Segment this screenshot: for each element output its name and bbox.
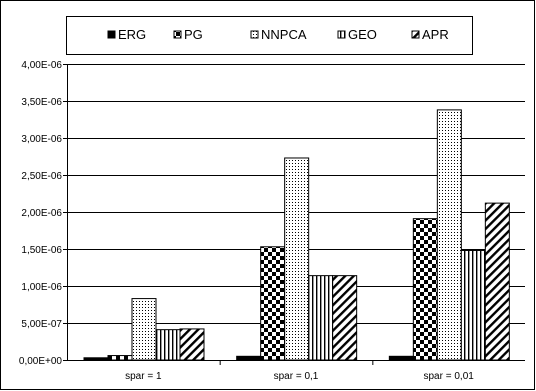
- x-category-label: spar = 0,1: [274, 371, 319, 382]
- legend-label-pg: PG: [184, 27, 203, 42]
- bar-erg-1: [236, 355, 262, 361]
- bar-pg-2: [412, 218, 438, 361]
- legend-label-erg: ERG: [118, 27, 146, 42]
- bar-pg-0: [107, 355, 133, 361]
- y-tick-label: 3,00E-06: [21, 134, 62, 145]
- y-tick-label: 2,50E-06: [21, 171, 62, 182]
- legend-swatch-pg: [173, 30, 182, 39]
- x-category-label: spar = 1: [125, 371, 162, 382]
- y-tick-label: 2,00E-06: [21, 208, 62, 219]
- bar-pg-1: [260, 246, 286, 361]
- legend-label-nnpca: NNPCA: [261, 27, 307, 42]
- y-tick-label: 1,00E-06: [21, 282, 62, 293]
- bar-geo-0: [155, 329, 181, 361]
- y-tick-label: 3,50E-06: [21, 97, 62, 108]
- bar-apr-0: [179, 328, 205, 361]
- y-axis-ticks: 0,00E+00 5,00E-07 1,00E-06 1,50E-06 2,00E-06…: [19, 60, 67, 367]
- bar-apr-1: [332, 275, 358, 361]
- bar-nnpca-0: [131, 298, 157, 361]
- bar-geo-1: [308, 275, 334, 361]
- bar-erg-0: [83, 357, 109, 361]
- y-tick-label: 5,00E-07: [21, 319, 62, 330]
- bar-nnpca-2: [436, 109, 462, 361]
- y-tick-label: 4,00E-06: [21, 60, 62, 71]
- axes: [67, 64, 525, 361]
- legend-label-geo: GEO: [348, 27, 377, 42]
- y-tick-label: 1,50E-06: [21, 245, 62, 256]
- legend-swatch-geo: [337, 30, 346, 39]
- legend: ERG PG NNPCA GEO APR: [107, 27, 449, 42]
- legend-swatch-erg: [107, 30, 116, 39]
- legend-label-apr: APR: [422, 27, 449, 42]
- bar-apr-2: [484, 202, 510, 361]
- legend-swatch-apr: [411, 30, 420, 39]
- bar-geo-2: [460, 249, 486, 361]
- y-tick-label: 0,00E+00: [19, 356, 63, 367]
- bar-erg-2: [388, 355, 414, 361]
- x-category-label: spar = 0,01: [424, 371, 475, 382]
- bar-nnpca-1: [284, 157, 310, 361]
- x-axis-ticks: spar = 1 spar = 0,1 spar = 0,01: [125, 360, 474, 382]
- legend-swatch-nnpca: [250, 30, 259, 39]
- legend-box: [66, 16, 473, 55]
